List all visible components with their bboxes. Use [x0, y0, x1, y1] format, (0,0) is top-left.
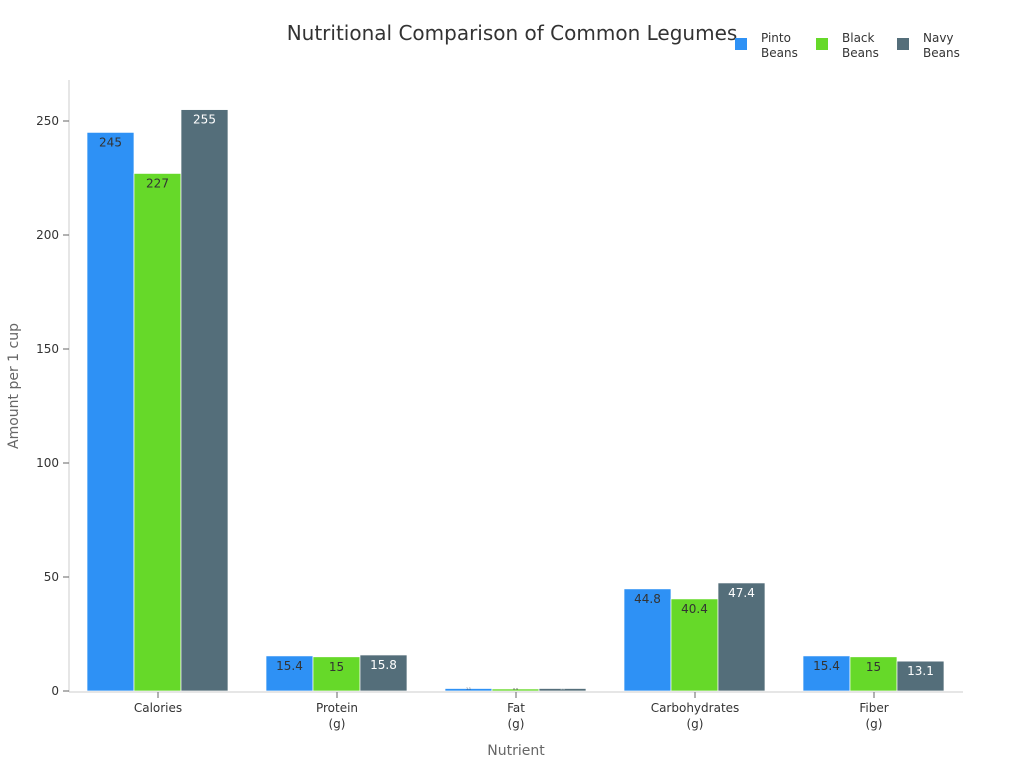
chart-title: Nutritional Comparison of Common Legumes — [287, 21, 738, 45]
y-tick-label: 50 — [44, 570, 59, 584]
legend-label: Beans — [842, 46, 879, 60]
data-label: 15.4 — [813, 659, 840, 673]
data-label: 255 — [193, 113, 216, 127]
bar-black-beans — [312, 656, 361, 692]
data-label: 15 — [866, 660, 881, 674]
data-label: 47.4 — [728, 586, 755, 600]
y-tick-label: 150 — [36, 342, 59, 356]
data-label: 15.8 — [370, 658, 397, 672]
legend-label: Black — [842, 31, 875, 45]
x-tick-label: Carbohydrates — [651, 701, 740, 715]
bar-navy-beans — [180, 109, 229, 692]
x-tick-label: (g) — [508, 717, 525, 731]
y-tick-label: 0 — [51, 684, 59, 698]
legend-swatch — [897, 38, 909, 50]
x-axis-label: Nutrient — [487, 743, 545, 759]
bar-pinto-beans — [86, 132, 135, 692]
x-tick-label: (g) — [866, 717, 883, 731]
x-tick-label: Fiber — [859, 701, 888, 715]
bar-black-beans — [849, 656, 898, 692]
legend-label: Navy — [923, 31, 954, 45]
data-label: 227 — [146, 176, 169, 190]
bar-navy-beans — [717, 582, 766, 692]
legend-label: Beans — [761, 46, 798, 60]
legend-swatch — [735, 38, 747, 50]
data-label: 13.1 — [907, 664, 934, 678]
data-label: 1.1 — [466, 686, 471, 690]
x-tick-label: Calories — [134, 701, 182, 715]
x-tick-label: (g) — [329, 717, 346, 731]
legend-label: Pinto — [761, 31, 791, 45]
x-tick-label: Fat — [507, 701, 525, 715]
x-tick-label: (g) — [687, 717, 704, 731]
data-label: 15 — [329, 660, 344, 674]
legend-label: Beans — [923, 46, 960, 60]
y-tick-label: 200 — [36, 228, 59, 242]
legend-swatch — [816, 38, 828, 50]
y-axis-label: Amount per 1 cup — [6, 323, 22, 449]
data-label: 1.1 — [560, 686, 565, 690]
y-tick-label: 250 — [36, 114, 59, 128]
bar-navy-beans — [538, 688, 587, 692]
data-label: 245 — [99, 135, 122, 149]
data-label: 0.9 — [513, 687, 518, 691]
bar-black-beans — [133, 173, 182, 692]
data-label: 15.4 — [276, 659, 303, 673]
x-tick-label: Protein — [316, 701, 358, 715]
data-label: 44.8 — [634, 592, 661, 606]
data-label: 40.4 — [681, 602, 708, 616]
bar-navy-beans — [359, 654, 408, 692]
y-tick-label: 100 — [36, 456, 59, 470]
bar-navy-beans — [896, 660, 945, 692]
